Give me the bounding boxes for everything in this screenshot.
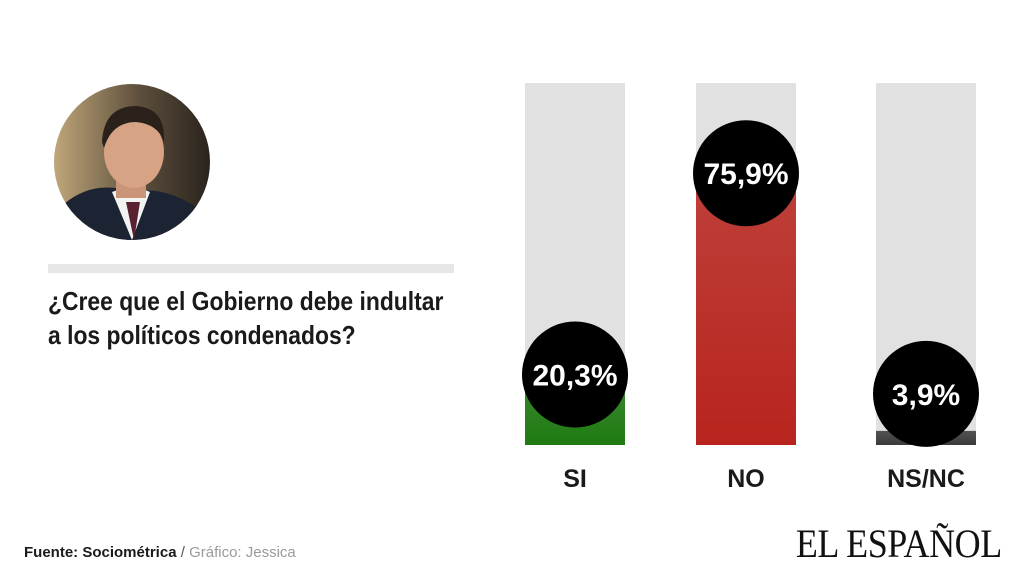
value-label-si: 20,3% xyxy=(532,360,617,393)
category-label-si: SI xyxy=(563,465,587,493)
value-bubble-ns-nc xyxy=(873,340,979,447)
value-bubble-si xyxy=(522,321,628,428)
divider xyxy=(48,264,454,273)
source-credit: Fuente: Sociométrica / Gráfico: Jessica xyxy=(24,544,296,561)
brand-logo: EL ESPAÑOL xyxy=(796,521,1002,566)
graphic-credit: Gráfico: Jessica xyxy=(189,544,296,561)
survey-question: ¿Cree que el Gobierno debe indultar a lo… xyxy=(48,286,444,350)
source-label: Fuente: Sociométrica xyxy=(24,544,177,561)
source-separator: / xyxy=(176,544,190,561)
value-bubble-no xyxy=(693,120,799,227)
value-label-ns-nc: 3,9% xyxy=(892,379,960,412)
category-label-no: NO xyxy=(727,465,765,493)
politician-portrait xyxy=(54,84,210,240)
category-label-ns-nc: NS/NC xyxy=(887,465,965,493)
value-label-no: 75,9% xyxy=(703,158,788,191)
